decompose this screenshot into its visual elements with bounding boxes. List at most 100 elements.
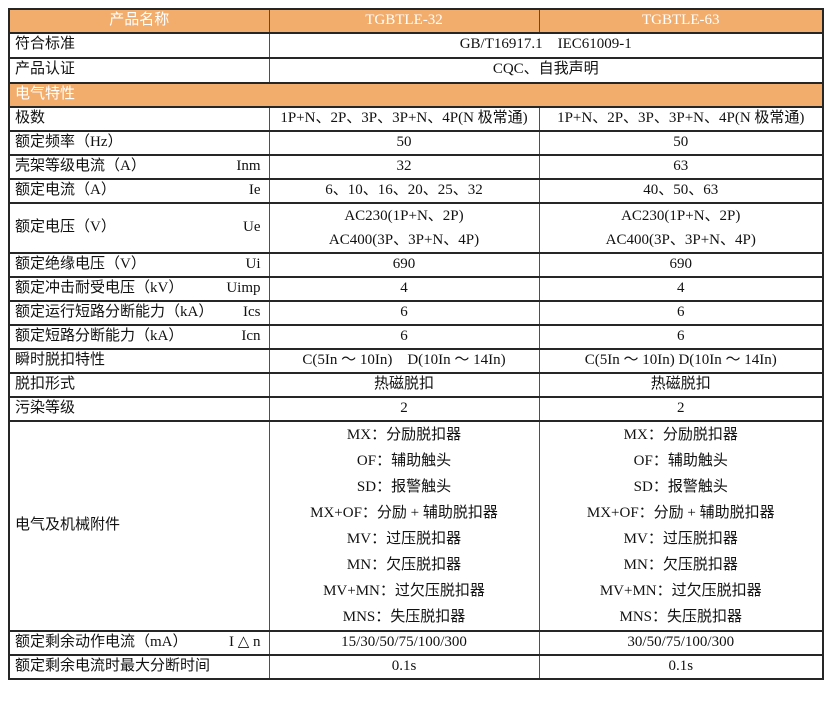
spec-value-63: 40、50、63 [538,177,824,204]
spec-value-63: 6 [538,299,824,326]
spec-symbol: Ics [243,303,261,320]
certification-row: 产品认证 CQC、自我声明 [8,56,824,84]
accessory-line: OF：辅助触头 [633,452,728,469]
spec-value-63: 6 [538,323,824,350]
table-row: 额定电流（A） Ie 6、10、16、20、25、32 40、50、63 [8,177,824,204]
section-title: 电气特性 [8,81,824,108]
spec-value-63: AC230(1P+N、2P) AC400(3P、3P+N、4P) [538,201,824,254]
standards-row: 符合标准 GB/T16917.1 IEC61009-1 [8,31,824,59]
spec-label: 额定电压（V） [15,218,116,235]
spec-symbol: Inm [236,157,261,174]
spec-label-cell: 极数 [8,105,270,132]
table-row: 额定频率（Hz） 50 50 [8,129,824,156]
spec-value-63: 1P+N、2P、3P、3P+N、4P(N 极常通) [538,105,824,132]
table-row: 额定运行短路分断能力（kA） Ics 6 6 [8,299,824,326]
spec-value-63: MX：分励脱扣器 OF：辅助触头 SD：报警触头 MX+OF：分励 + 辅助脱扣… [538,419,824,632]
spec-value-63: 63 [538,153,824,180]
spec-label: 污染等级 [15,399,76,416]
spec-value-32: AC230(1P+N、2P) AC400(3P、3P+N、4P) [268,201,540,254]
spec-label-cell: 额定电流（A） Ie [8,177,270,204]
spec-value-32: 6 [268,299,540,326]
table-row: 极数 1P+N、2P、3P、3P+N、4P(N 极常通) 1P+N、2P、3P、… [8,105,824,132]
spec-value-63: 30/50/75/100/300 [538,629,824,656]
spec-value-63: 4 [538,275,824,302]
spec-value-63: 690 [538,251,824,278]
spec-label-cell: 电气及机械附件 [8,419,270,632]
spec-symbol: Ui [245,255,261,272]
accessory-line: MX：分励脱扣器 [623,426,738,443]
standards-label: 符合标准 [8,31,270,59]
spec-label: 电气及机械附件 [15,516,121,533]
accessory-line: MX+OF：分励 + 辅助脱扣器 [586,504,775,521]
accessory-line: MNS：失压脱扣器 [619,608,742,625]
model-b-header: TGBTLE-63 [538,8,824,34]
spec-label-cell: 额定短路分断能力（kA） Icn [8,323,270,350]
value-line: AC400(3P、3P+N、4P) [605,231,756,248]
spec-value-63: C(5In ～ 10In) D(10In ～ 14In) [538,347,824,374]
accessory-line: SD：报警触头 [633,478,728,495]
spec-label-cell: 额定绝缘电压（V） Ui [8,251,270,278]
spec-label: 额定运行短路分断能力（kA） [15,303,214,320]
spec-label: 极数 [15,109,46,126]
spec-label-cell: 额定剩余动作电流（mA） I △ n [8,629,270,656]
table-row: 额定剩余动作电流（mA） I △ n 15/30/50/75/100/300 3… [8,629,824,656]
table-row: 脱扣形式 热磁脱扣 热磁脱扣 [8,371,824,398]
accessory-line: MV+MN：过欠压脱扣器 [323,582,485,599]
table-row: 污染等级 2 2 [8,395,824,422]
spec-value-32: C(5In ～ 10In) D(10In ～ 14In) [268,347,540,374]
spec-label-cell: 额定冲击耐受电压（kV） Uimp [8,275,270,302]
spec-value-32: MX：分励脱扣器 OF：辅助触头 SD：报警触头 MX+OF：分励 + 辅助脱扣… [268,419,540,632]
spec-symbol: I △ n [228,633,261,650]
table-row: 额定冲击耐受电压（kV） Uimp 4 4 [8,275,824,302]
table-row: 额定剩余电流时最大分断时间 0.1s 0.1s [8,653,824,680]
spec-label: 额定电流（A） [15,181,116,198]
accessory-line: OF：辅助触头 [356,452,452,469]
spec-value-63: 0.1s [538,653,824,680]
table-row: 额定短路分断能力（kA） Icn 6 6 [8,323,824,350]
spec-symbol: Icn [241,327,261,344]
datasheet-page: 产品名称 TGBTLE-32 TGBTLE-63 符合标准 GB/T16917.… [8,8,824,680]
spec-label-cell: 污染等级 [8,395,270,422]
spec-label-cell: 脱扣形式 [8,371,270,398]
accessory-line: MN：欠压脱扣器 [346,556,462,573]
accessory-line: MX+OF：分励 + 辅助脱扣器 [310,504,498,521]
accessory-line: MV：过压脱扣器 [346,530,462,547]
spec-value-32: 4 [268,275,540,302]
spec-label: 额定短路分断能力（kA） [15,327,184,344]
spec-label: 额定绝缘电压（V） [15,255,146,272]
accessory-line: MV：过压脱扣器 [623,530,738,547]
spec-value-32: 32 [268,153,540,180]
spec-label-cell: 瞬时脱扣特性 [8,347,270,374]
accessory-line: MX：分励脱扣器 [346,426,462,443]
table-row: 瞬时脱扣特性 C(5In ～ 10In) D(10In ～ 14In) C(5I… [8,347,824,374]
standards-value: GB/T16917.1 IEC61009-1 [268,31,824,59]
spec-label: 额定频率（Hz） [15,133,123,150]
value-line: AC230(1P+N、2P) [621,207,741,224]
spec-value-32: 50 [268,129,540,156]
table-row: 电气及机械附件 MX：分励脱扣器 OF：辅助触头 SD：报警触头 MX+OF：分… [8,419,824,632]
spec-value-63: 热磁脱扣 [538,371,824,398]
model-a-header: TGBTLE-32 [268,8,540,34]
spec-value-32: 1P+N、2P、3P、3P+N、4P(N 极常通) [268,105,540,132]
spec-value-63: 50 [538,129,824,156]
spec-label: 壳架等级电流（A） [15,157,146,174]
spec-value-32: 6、10、16、20、25、32 [268,177,540,204]
product-name-header: 产品名称 [8,8,270,34]
accessory-line: SD：报警触头 [356,478,452,495]
accessory-line: MNS：失压脱扣器 [342,608,466,625]
certification-label: 产品认证 [8,56,270,84]
spec-value-63: 2 [538,395,824,422]
spec-label: 额定冲击耐受电压（kV） [15,279,184,296]
spec-label: 脱扣形式 [15,375,76,392]
spec-value-32: 6 [268,323,540,350]
spec-value-32: 热磁脱扣 [268,371,540,398]
spec-label: 额定剩余电流时最大分断时间 [15,657,211,674]
value-line: AC230(1P+N、2P) [344,207,464,224]
spec-label-cell: 壳架等级电流（A） Inm [8,153,270,180]
spec-label-cell: 额定运行短路分断能力（kA） Ics [8,299,270,326]
accessory-line: MN：欠压脱扣器 [623,556,738,573]
table-row: 额定电压（V） Ue AC230(1P+N、2P) AC400(3P、3P+N、… [8,201,824,254]
spec-label-cell: 额定剩余电流时最大分断时间 [8,653,270,680]
table-row: 壳架等级电流（A） Inm 32 63 [8,153,824,180]
spec-symbol: Ie [248,181,261,198]
